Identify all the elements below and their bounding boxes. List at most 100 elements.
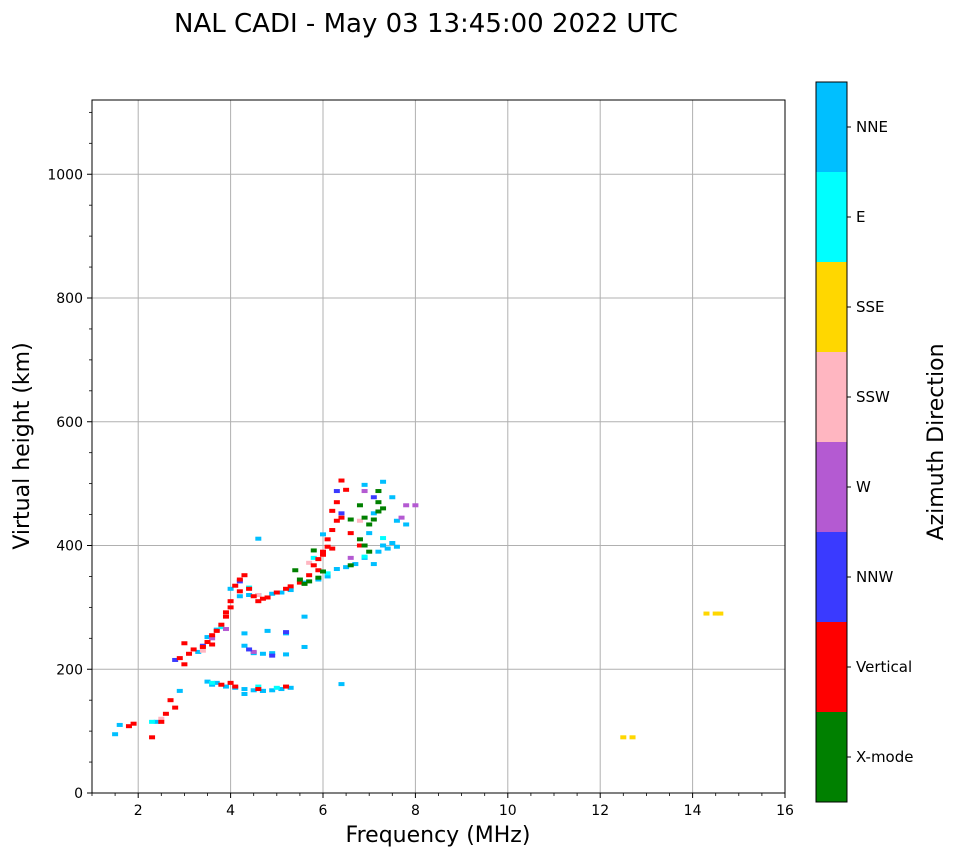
data-point-nne: [264, 628, 271, 633]
data-point-nne: [153, 719, 160, 724]
data-point-x-mode: [296, 577, 303, 582]
data-point-x-mode: [315, 575, 322, 580]
data-point-w: [222, 627, 229, 632]
data-point-nne: [403, 522, 410, 527]
colorbar-tick-label: SSW: [856, 388, 890, 406]
y-tick-label: 200: [56, 662, 83, 678]
data-point-nne: [287, 685, 294, 690]
data-point-nne: [393, 518, 400, 523]
data-point-vertical: [209, 642, 216, 647]
data-point-nnw: [269, 653, 276, 658]
data-point-nne: [241, 692, 248, 696]
data-point-vertical: [356, 543, 363, 548]
colorbar-tick-label: W: [856, 478, 871, 496]
data-point-x-mode: [301, 581, 308, 586]
data-point-nne: [384, 546, 391, 551]
data-point-vertical: [218, 622, 225, 627]
colorbar-segment: [816, 532, 847, 622]
data-point-x-mode: [310, 548, 317, 553]
data-point-vertical: [222, 614, 229, 619]
data-point-ssw: [306, 560, 313, 565]
colorbar-frame: [815, 81, 848, 803]
data-point-sse: [712, 611, 719, 616]
data-points: [112, 478, 724, 740]
data-point-e: [380, 536, 387, 541]
colorbar-segment: [816, 442, 847, 532]
data-point-vertical: [130, 721, 137, 726]
data-point-vertical: [329, 546, 336, 551]
x-tick-label: 8: [411, 803, 420, 819]
data-point-ssw: [158, 716, 165, 721]
data-point-ssw: [199, 648, 206, 653]
y-tick-label: 1000: [47, 167, 83, 183]
data-point-sse: [620, 735, 627, 740]
data-point-x-mode: [356, 503, 363, 508]
y-tick-label: 0: [74, 786, 83, 802]
data-point-nne: [259, 651, 266, 656]
data-point-nne: [361, 482, 368, 487]
data-point-x-mode: [366, 522, 373, 527]
data-point-vertical: [222, 610, 229, 615]
colorbar-segment: [816, 262, 847, 352]
colorbar-tick-label: X-mode: [856, 748, 913, 766]
data-point-nne: [324, 574, 331, 579]
data-point-vertical: [167, 698, 174, 703]
data-point-vertical: [296, 580, 303, 585]
data-point-nne: [283, 652, 290, 657]
data-point-sse: [717, 611, 724, 616]
data-point-vertical: [199, 644, 206, 649]
data-point-x-mode: [380, 506, 387, 511]
data-point-nne: [393, 544, 400, 549]
data-point-x-mode: [356, 537, 363, 542]
data-point-vertical: [283, 684, 290, 689]
data-point-vertical: [333, 500, 340, 505]
data-point-vertical: [227, 680, 234, 685]
data-point-vertical: [329, 508, 336, 513]
data-point-vertical: [186, 651, 193, 656]
data-point-nne: [375, 549, 382, 554]
colorbar-segment: [816, 712, 847, 802]
data-point-nne: [287, 588, 294, 593]
data-point-x-mode: [366, 549, 373, 554]
data-point-e: [218, 625, 225, 630]
data-point-vertical: [264, 595, 271, 600]
data-point-vertical: [232, 583, 239, 588]
data-point-nne: [241, 631, 248, 636]
x-axis-label: Frequency (MHz): [346, 823, 531, 848]
x-tick-label: 6: [319, 803, 328, 819]
data-point-nne: [301, 644, 308, 649]
data-point-x-mode: [375, 489, 382, 494]
colorbar: X-mode Vertical NNW W SSW SSE E NNE: [815, 81, 913, 803]
data-point-vertical: [287, 584, 294, 589]
data-point-e: [149, 719, 156, 724]
x-tick-label: 12: [591, 803, 609, 819]
data-point-nne: [366, 531, 373, 536]
data-point-nnw: [370, 495, 377, 500]
data-point-x-mode: [370, 517, 377, 522]
data-point-vertical: [172, 705, 179, 710]
data-point-nne: [241, 643, 248, 648]
data-point-e: [255, 684, 262, 689]
data-point-vertical: [232, 684, 239, 689]
data-point-nne: [250, 688, 257, 693]
data-point-nne: [370, 511, 377, 516]
data-point-vertical: [227, 605, 234, 610]
data-point-x-mode: [361, 543, 368, 548]
data-point-e: [310, 555, 317, 560]
data-point-nne: [278, 590, 285, 595]
data-point-x-mode: [347, 563, 354, 568]
data-point-vertical: [181, 641, 188, 646]
data-point-vertical: [236, 577, 243, 582]
data-point-e: [273, 685, 280, 690]
data-point-vertical: [324, 544, 331, 549]
y-tick-label: 800: [56, 291, 83, 307]
data-point-nnw: [246, 647, 253, 652]
data-point-x-mode: [306, 579, 313, 584]
data-point-vertical: [181, 662, 188, 667]
data-point-nne: [227, 586, 234, 591]
data-point-vertical: [320, 552, 326, 557]
x-tick-label: 14: [684, 803, 702, 819]
data-point-vertical: [158, 719, 165, 724]
y-tick-label: 600: [56, 415, 83, 431]
data-point-nne: [370, 562, 377, 567]
